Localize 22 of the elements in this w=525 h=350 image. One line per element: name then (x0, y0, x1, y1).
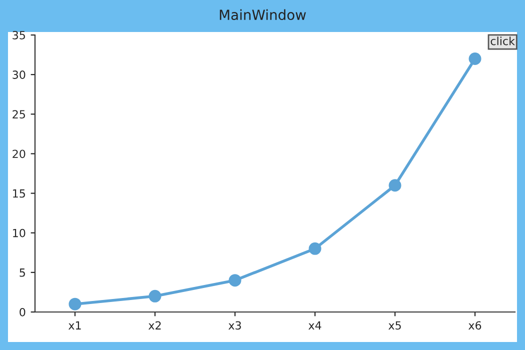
x-tick-label: x5 (388, 321, 401, 330)
y-tick-label: 5 (20, 268, 25, 277)
annotation: click (490, 36, 515, 46)
point (68, 298, 82, 310)
y-tick-label: 10 (13, 228, 26, 238)
y-tick-label: 30 (12, 70, 26, 79)
point (148, 290, 162, 302)
point (468, 52, 482, 65)
x-tick-label: x4 (308, 321, 322, 330)
chart-title: MainWindow (220, 9, 306, 20)
x-tick-label: x2 (148, 321, 161, 330)
point (308, 242, 322, 255)
y-tick-label: 25 (12, 110, 25, 119)
point (228, 274, 242, 287)
y-tick-label: 15 (13, 189, 25, 198)
y-tick-label: 35 (12, 30, 25, 40)
x-tick-label: x6 (468, 321, 482, 330)
y-tick-label: 20 (12, 150, 26, 158)
x-tick-label: x3 (228, 321, 241, 330)
point (388, 179, 402, 192)
y-tick-label: 0 (20, 308, 26, 316)
x-tick-label: x1 (68, 321, 81, 330)
